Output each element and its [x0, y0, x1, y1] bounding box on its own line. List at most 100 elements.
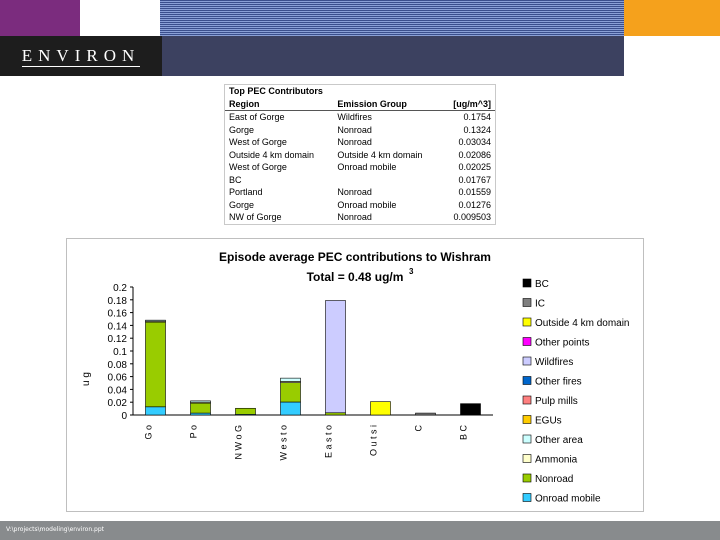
environ-logo: ENVIRON: [21, 46, 141, 65]
legend-label: Outside 4 km domain: [535, 318, 630, 329]
cell-region: Portland: [229, 187, 263, 198]
table-row: Portland Nonroad 0.01559: [225, 186, 495, 199]
column-header-value: [ug/m^3]: [441, 97, 495, 111]
header-white-band-right: [624, 36, 720, 76]
table-row: East of Gorge Wildfires 0.1754: [225, 111, 495, 124]
x-category-label: E a s t o: [324, 425, 334, 458]
footer-bar: V:\projects\modeling\environ.ppt: [0, 521, 720, 540]
legend-swatch: [522, 473, 532, 483]
cell-group: Nonroad: [337, 212, 372, 223]
x-category-label: N W o G: [234, 425, 244, 460]
cell-region: NW of Gorge: [229, 212, 282, 223]
cell-region: Gorge: [229, 199, 255, 210]
legend-swatch: [522, 278, 532, 288]
y-tick-label: 0.2: [113, 283, 127, 294]
legend-label: Ammonia: [535, 455, 578, 466]
legend-label: IC: [535, 299, 545, 310]
header-navy-band: [162, 36, 624, 76]
y-tick-label: 0.16: [108, 309, 128, 320]
legend-label: EGUs: [535, 416, 562, 427]
x-category-label: G o: [144, 425, 154, 440]
y-tick-label: 0.04: [108, 385, 128, 396]
chart-title: Episode average PEC contributions to Wis…: [219, 250, 491, 264]
legend-label: BC: [535, 279, 549, 290]
table-row: West of Gorge Nonroad 0.03034: [225, 136, 495, 149]
cell-group: Nonroad: [337, 187, 372, 198]
pec-chart-frame: Episode average PEC contributions to Wis…: [66, 238, 644, 512]
cell-value: 0.03034: [458, 137, 491, 148]
cell-region: West of Gorge: [229, 137, 287, 148]
table-row: NW of Gorge Nonroad 0.009503: [225, 211, 495, 224]
cell-value: 0.009503: [453, 212, 491, 223]
header-purple-band: [0, 0, 80, 36]
legend-swatch: [522, 298, 532, 307]
cell-value: 0.01767: [458, 174, 491, 185]
x-category-label: P o: [189, 425, 199, 438]
legend-label: Wildfires: [535, 357, 573, 368]
cell-region: Gorge: [229, 124, 255, 135]
table-row: Gorge Nonroad 0.1324: [225, 124, 495, 137]
legend-label: Other area: [535, 435, 583, 446]
bar-segment: [280, 382, 301, 403]
legend-label: Other fires: [535, 377, 582, 388]
cell-region: Outside 4 km domain: [229, 149, 315, 160]
cell-group: [333, 174, 441, 187]
bar-segment: [145, 319, 166, 322]
bar-segment: [325, 412, 346, 416]
x-category-label: C: [414, 425, 424, 432]
cell-value: 0.01276: [458, 199, 491, 210]
cell-group: Onroad mobile: [337, 199, 397, 210]
pec-stacked-bar-chart: Episode average PEC contributions to Wis…: [81, 250, 630, 505]
bar-segment: [325, 300, 346, 414]
cell-group: Onroad mobile: [337, 162, 397, 173]
cell-group: Wildfires: [337, 112, 372, 123]
y-tick-label: 0.12: [108, 334, 128, 345]
legend-swatch: [522, 395, 532, 405]
x-category-label: O u t s i: [369, 425, 379, 456]
cell-region: BC: [229, 174, 242, 185]
chart-subtitle: Total = 0.48 ug/m: [307, 270, 404, 284]
cell-value: 0.01559: [458, 187, 491, 198]
legend-label: Nonroad: [535, 474, 573, 485]
legend-swatch: [522, 317, 532, 327]
table-row: BC 0.01767: [225, 174, 495, 187]
bar-segment: [235, 407, 256, 415]
legend-swatch: [522, 454, 532, 463]
bar-segment: [415, 412, 436, 416]
table-title: Top PEC Contributors: [229, 86, 323, 97]
logo-block: ENVIRON: [0, 36, 162, 76]
cell-value: 0.02025: [458, 162, 491, 173]
chart-subtitle-superscript: 3: [409, 267, 414, 276]
column-header-emission-group: Emission Group: [333, 97, 442, 111]
bar-segment: [370, 401, 391, 416]
legend-label: Onroad mobile: [535, 494, 601, 505]
legend-swatch: [522, 376, 532, 385]
legend-label: Other points: [535, 338, 589, 349]
x-category-label: W e s t o: [279, 425, 289, 461]
header-orange-band: [624, 0, 720, 36]
bar-segment: [280, 377, 301, 382]
cell-value: 0.02086: [458, 149, 491, 160]
bar-segment: [280, 401, 301, 416]
legend-swatch: [522, 337, 532, 346]
y-tick-label: 0.14: [108, 321, 128, 332]
bar-segment: [145, 406, 166, 416]
cell-group: Nonroad: [337, 137, 372, 148]
y-tick-label: 0.1: [113, 347, 127, 358]
cell-value: 0.1324: [463, 124, 491, 135]
cell-group: Outside 4 km domain: [337, 149, 423, 160]
logo-underline: [22, 66, 140, 67]
legend-swatch: [522, 356, 532, 366]
table-row: Outside 4 km domain Outside 4 km domain 0.…: [225, 149, 495, 162]
cell-group: Nonroad: [337, 124, 372, 135]
y-tick-label: 0.02: [108, 398, 128, 409]
y-tick-label: 0: [121, 411, 127, 422]
legend-swatch: [522, 493, 532, 502]
cell-region: East of Gorge: [229, 112, 285, 123]
bar-segment: [460, 403, 481, 416]
x-category-label: B C: [459, 425, 469, 441]
cell-region: West of Gorge: [229, 162, 287, 173]
y-axis-label: u g: [81, 372, 92, 386]
bar-segment: [190, 402, 211, 414]
table-row: West of Gorge Onroad mobile 0.02025: [225, 161, 495, 174]
